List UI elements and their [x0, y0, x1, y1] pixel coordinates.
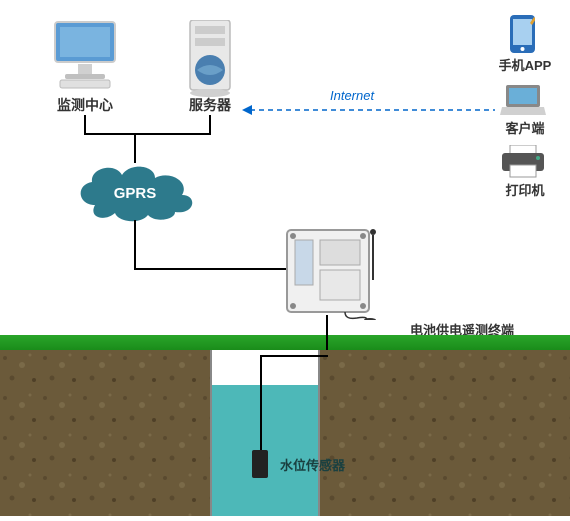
monitor-device — [50, 20, 120, 95]
well — [210, 350, 320, 516]
line-top-h — [84, 133, 211, 135]
line-rtu-down — [326, 315, 328, 350]
printer-device — [500, 145, 546, 184]
line-cloud-down — [134, 220, 136, 270]
client-label: 客户端 — [490, 118, 560, 137]
laptop-device — [500, 85, 546, 122]
line-rtu-to-well-h — [260, 355, 328, 357]
sensor-label: 水位传感器 — [280, 455, 345, 474]
line-server-down — [209, 115, 211, 135]
line-to-cloud — [134, 133, 136, 163]
printer-label: 打印机 — [490, 180, 560, 199]
rtu-device — [285, 220, 385, 325]
phone-device — [510, 15, 535, 58]
grass-strip — [0, 335, 570, 350]
sensor-device — [252, 450, 268, 478]
internet-arrow — [240, 100, 500, 125]
app-label: 手机APP — [490, 55, 560, 74]
server-label: 服务器 — [180, 95, 240, 115]
line-to-rtu — [134, 268, 286, 270]
gprs-text: GPRS — [114, 185, 157, 202]
line-sensor-cable — [260, 355, 262, 455]
monitor-label: 监测中心 — [50, 95, 120, 115]
server-device — [185, 20, 235, 103]
line-monitor-down — [84, 115, 86, 135]
internet-label: Internet — [330, 88, 374, 103]
